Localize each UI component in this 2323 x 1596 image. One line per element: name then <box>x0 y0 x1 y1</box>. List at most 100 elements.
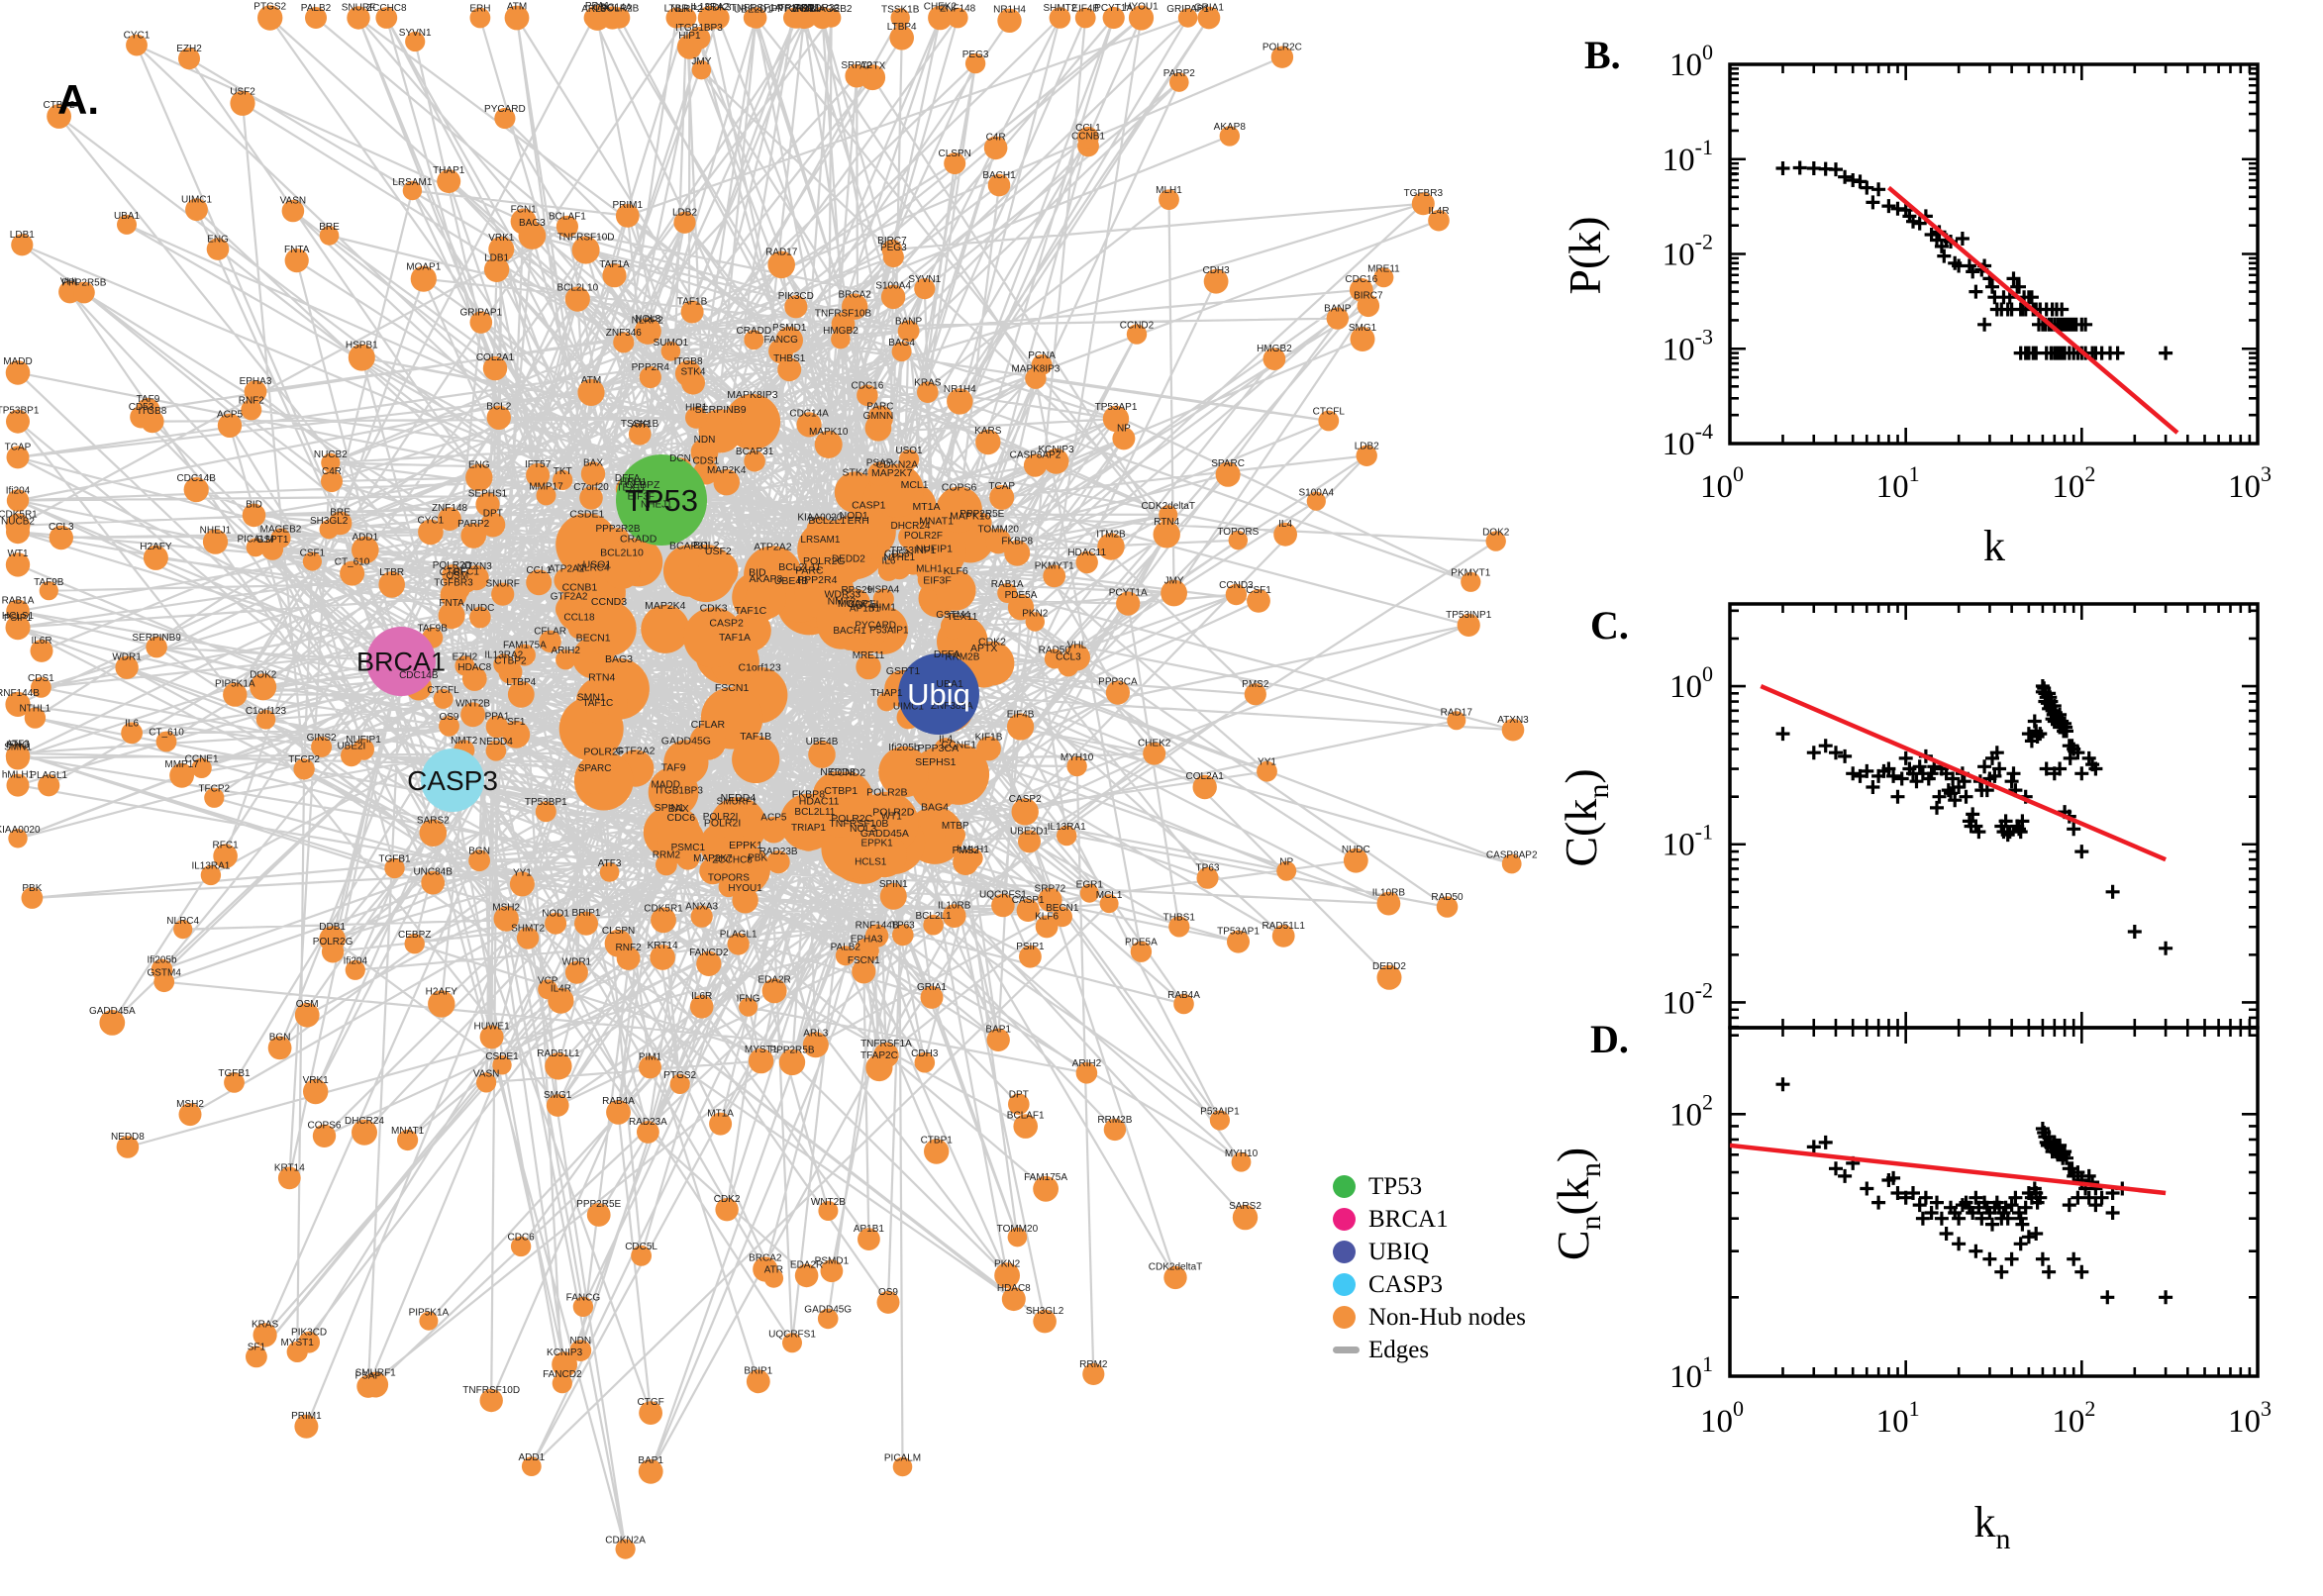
node-label: PKMYT1 <box>1451 568 1490 579</box>
node-label: TP63 <box>1196 863 1220 874</box>
node-label: HCLS1 <box>855 856 887 867</box>
non-hub-node <box>491 582 515 606</box>
non-hub-node <box>428 990 455 1018</box>
non-hub-node <box>1033 1309 1057 1334</box>
non-hub-node <box>545 912 567 935</box>
node-label: SMG1 <box>544 1090 572 1101</box>
node-label: BAG4 <box>888 338 915 349</box>
node-label: USO1 <box>583 558 612 570</box>
non-hub-node <box>244 380 267 403</box>
node-label: GRIPAP1 <box>459 307 502 318</box>
brca1-swatch-icon <box>1333 1208 1356 1231</box>
node-label: MAGEB2 <box>260 525 302 536</box>
non-hub-node <box>989 484 1015 510</box>
non-hub-node <box>876 1290 900 1314</box>
node-label: BACH1 <box>833 626 866 637</box>
node-label: PARP2 <box>1163 68 1195 79</box>
node-label: CDC5L <box>625 1242 657 1252</box>
node-label: BCL2L10 <box>600 548 644 559</box>
node-label: BCL2L1 <box>916 911 953 922</box>
node-label: CASP1 <box>1012 895 1045 906</box>
node-label: NHEJ1 <box>200 526 232 537</box>
non-hub-node <box>689 995 714 1019</box>
non-hub-node <box>656 853 677 876</box>
node-label: CCL1 <box>526 565 552 576</box>
tick-labels-c: 100 10-1 10-2 <box>1663 661 1713 1021</box>
non-hub-node <box>1225 583 1248 606</box>
node-label: IL13RA2 <box>691 2 730 13</box>
hub-label-ubiq: Ubiq <box>907 677 970 712</box>
non-hub-node <box>577 378 605 406</box>
node-label: BECN1 <box>1046 903 1079 914</box>
non-hub-node <box>1007 713 1035 741</box>
node-label: GMNN <box>863 411 894 422</box>
non-hub-node <box>556 513 619 576</box>
non-hub-node <box>638 1458 663 1484</box>
non-hub-node <box>5 360 31 385</box>
node-label: PDE5A <box>1125 938 1158 948</box>
node-label: GINS2 <box>307 733 337 744</box>
non-hub-node <box>972 513 992 533</box>
node-label: GRIPAP1 <box>1166 4 1209 15</box>
node-label: TEX11 <box>616 482 646 493</box>
node-label: Ifi204 <box>344 956 368 967</box>
power-law-fit-line <box>1730 1143 2167 1196</box>
non-hub-node <box>676 847 700 870</box>
non-hub-node <box>1276 860 1297 881</box>
non-hub-node <box>1318 410 1340 432</box>
non-hub-node <box>806 516 834 544</box>
node-label: LRSAM1 <box>392 177 432 188</box>
non-hub-node <box>942 904 966 928</box>
non-hub-node <box>518 222 547 249</box>
node-label: FANCD2 <box>689 948 729 958</box>
non-hub-node <box>185 198 208 222</box>
non-hub-node <box>553 469 573 490</box>
non-hub-node <box>1023 453 1048 477</box>
node-label: FNTA <box>439 598 464 609</box>
non-hub-node <box>1271 925 1295 948</box>
non-hub-node <box>191 757 212 778</box>
non-hub-node <box>945 825 965 846</box>
panel-b-label: B. <box>1584 33 1621 77</box>
node-label: SARS2 <box>417 815 450 826</box>
non-hub-node <box>321 452 341 472</box>
non-hub-node <box>858 1228 880 1250</box>
axis-tick-label: 100 <box>1669 40 1713 83</box>
non-hub-node <box>1001 1287 1026 1312</box>
non-hub-node <box>890 8 910 28</box>
node-label: FAM175A <box>1024 1172 1067 1183</box>
node-label: PSMD1 <box>815 1255 850 1266</box>
non-hub-node <box>6 773 30 797</box>
non-hub-node <box>1262 348 1286 370</box>
node-label: GTF2A2 <box>551 592 588 603</box>
non-hub-node <box>606 1100 631 1125</box>
axis-tick-label: 102 <box>1669 1089 1713 1133</box>
network-node-labels: C1orf123 HDAC11 PARC MT1A SEPHS1 TEX11 NEDD4 PI… <box>0 1 1538 1546</box>
node-label: POLR2F <box>583 747 624 758</box>
node-label: GSPT1 <box>256 535 289 546</box>
node-label: NOD1 <box>840 510 868 522</box>
node-label: CCND2 <box>1120 321 1155 332</box>
node-label: NUDC <box>465 603 494 614</box>
legend-item-label: BRCA1 <box>1368 1205 1449 1233</box>
non-hub-node <box>294 1414 319 1439</box>
non-hub-node <box>1203 268 1229 294</box>
non-hub-node <box>1116 591 1141 616</box>
non-hub-node <box>936 486 982 534</box>
non-hub-node <box>1247 589 1270 613</box>
non-hub-node <box>1097 533 1125 560</box>
non-hub-node <box>267 1036 292 1060</box>
node-label: KRT14 <box>648 941 678 951</box>
non-hub-node <box>479 1025 504 1049</box>
node-label: TAF9B <box>34 577 64 588</box>
node-label: BRIP1 <box>744 1365 772 1376</box>
node-label: STK4 <box>680 367 705 378</box>
node-label: PSIP1 <box>4 613 33 624</box>
non-hub-node <box>439 716 459 737</box>
node-label: STK4 <box>842 466 867 478</box>
node-label: BAG3 <box>519 218 546 229</box>
node-label: IL4 <box>939 734 953 745</box>
non-hub-node <box>202 529 229 554</box>
non-hub-node <box>1103 1118 1127 1142</box>
non-hub-node <box>1168 916 1190 938</box>
